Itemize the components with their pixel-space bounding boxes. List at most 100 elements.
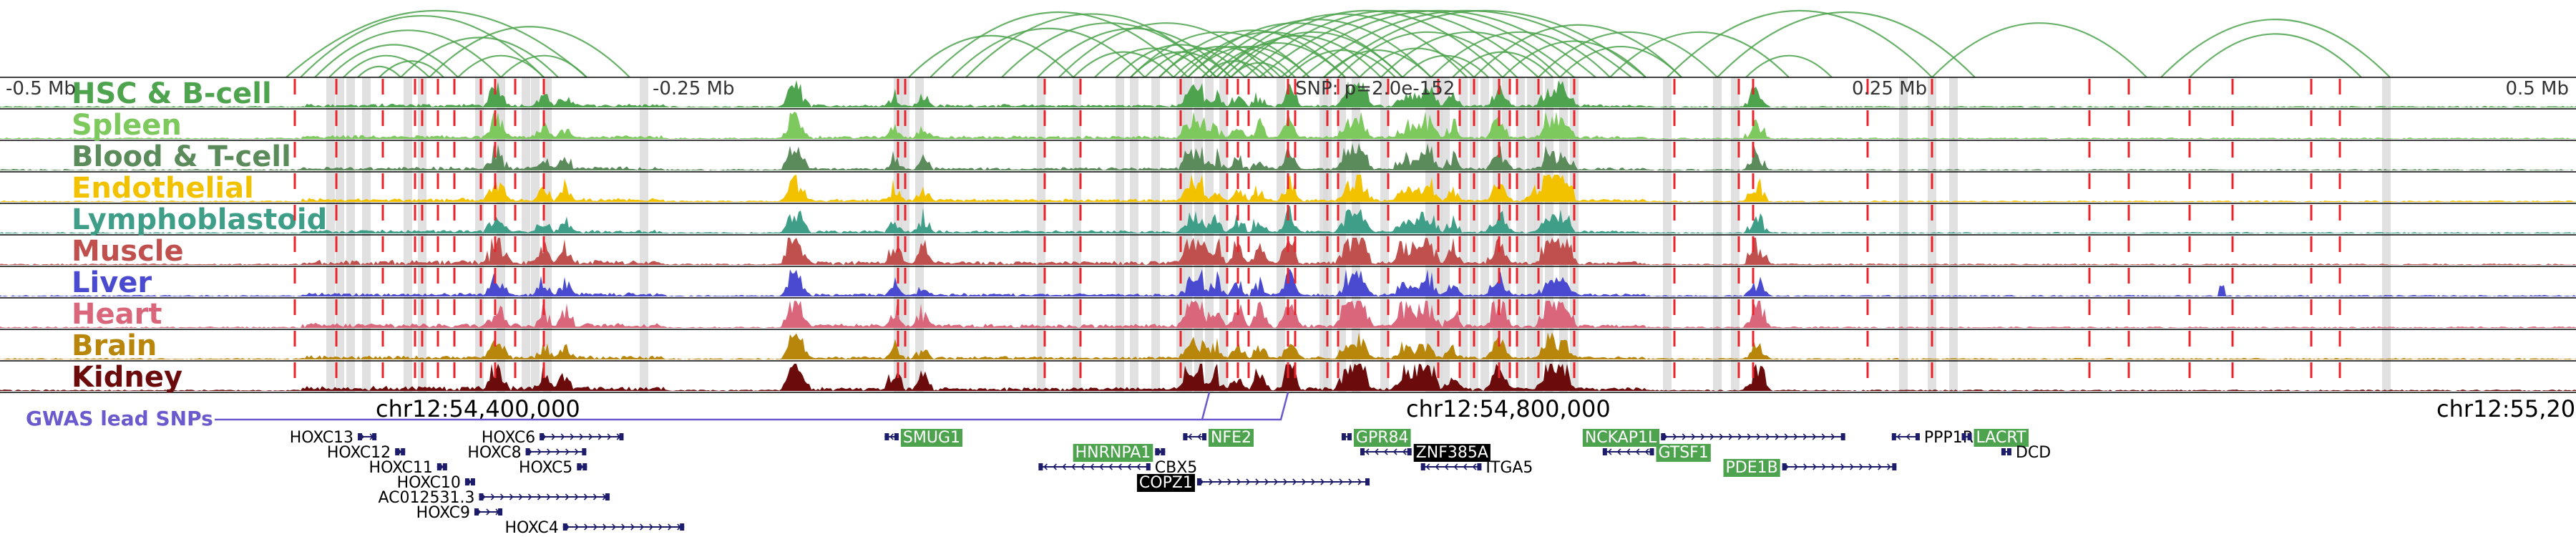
- gene-nckap1l: NCKAP1L: [1582, 429, 1845, 447]
- interaction-arc: [286, 9, 587, 78]
- gene-strand-chevron: [1320, 478, 1325, 485]
- gene-strand-chevron: [1463, 463, 1468, 470]
- interaction-arc: [1230, 62, 1289, 78]
- gene-exon: [577, 463, 582, 470]
- gene-label-box: [1136, 474, 1195, 492]
- track-label: Muscle: [72, 235, 184, 268]
- gene-strand-chevron: [1209, 478, 1214, 485]
- gene-strand-chevron: [597, 433, 602, 440]
- gene-strand-chevron: [565, 448, 570, 455]
- gene-strand-chevron: [1906, 433, 1911, 440]
- gene-itga5: ITGA5: [1420, 459, 1533, 477]
- interaction-arc: [1158, 29, 1346, 78]
- gene-strand-chevron: [607, 433, 612, 440]
- gene-exon: [2006, 448, 2011, 455]
- track-label: Spleen: [72, 109, 182, 142]
- interaction-arc: [357, 65, 401, 78]
- interaction-arc: [1402, 54, 1489, 78]
- gene-strand-chevron: [1339, 478, 1344, 485]
- gene-exon: [619, 433, 624, 440]
- gene-label: NCKAP1L: [1585, 429, 1657, 447]
- gene-strand-chevron: [1302, 478, 1307, 485]
- gene-strand-chevron: [1136, 463, 1141, 470]
- gene-strand-chevron: [1127, 463, 1131, 470]
- track-label: Brain: [72, 329, 157, 362]
- gene-exon: [442, 463, 447, 470]
- gene-strand-chevron: [592, 493, 597, 500]
- gene-strand-chevron: [1425, 463, 1430, 470]
- axis-label: 0.5 Mb: [2505, 78, 2569, 100]
- gene-label: HOXC10: [397, 474, 461, 492]
- gene-exon: [498, 508, 503, 516]
- gene-strand-chevron: [1330, 478, 1335, 485]
- gene-strand-chevron: [588, 433, 593, 440]
- interaction-arc: [1216, 34, 1382, 78]
- gene-exon: [2001, 448, 2006, 455]
- track-label: Endothelial: [72, 172, 254, 205]
- gene-strand-chevron: [1435, 463, 1440, 470]
- gene-label-box: [1582, 429, 1660, 447]
- gene-label-box: [1974, 429, 2029, 447]
- gene-strand-chevron: [1616, 448, 1621, 455]
- gene-exon: [1967, 433, 1972, 440]
- gene-strand-chevron: [1728, 433, 1733, 440]
- gene-label: GPR84: [1356, 429, 1409, 447]
- chromatin-interaction-arcs: [286, 9, 2391, 78]
- signal-area: [0, 332, 2576, 359]
- gene-exon: [1782, 463, 1787, 470]
- gene-strand-chevron: [547, 448, 551, 455]
- interaction-arc: [1201, 60, 1267, 78]
- gene-znf385a: ZNF385A: [1360, 444, 1491, 462]
- interaction-arc: [328, 44, 459, 78]
- axis-labels: -0.5 Mb -0.25 Mb SNP: p=2.0e-152 0.25 Mb 0.5…: [6, 78, 2569, 100]
- gene-strand-chevron: [630, 523, 635, 531]
- gene-strand-chevron: [509, 493, 514, 500]
- gene-strand-chevron: [1803, 463, 1807, 470]
- gwas-label: GWAS lead SNPs: [26, 407, 213, 430]
- gene-strand-chevron: [1090, 463, 1094, 470]
- interaction-arc: [1473, 24, 1682, 78]
- gene-exon: [1038, 463, 1043, 470]
- gene-label: COPZ1: [1139, 474, 1193, 492]
- gene-exon: [464, 478, 469, 485]
- interaction-arc: [2160, 19, 2391, 78]
- gene-strand-chevron: [1831, 463, 1835, 470]
- gene-strand-chevron: [490, 493, 495, 500]
- gene-label: HNRNPA1: [1075, 444, 1151, 462]
- gene-exon: [1407, 448, 1412, 455]
- gene-strand-chevron: [1607, 448, 1612, 455]
- gene-strand-chevron: [1227, 478, 1232, 485]
- interaction-arc: [1223, 31, 1403, 78]
- gene-exon: [358, 433, 363, 440]
- gene-label: NFE2: [1211, 429, 1252, 447]
- gene-strand-chevron: [1802, 433, 1807, 440]
- gene-exon: [540, 433, 545, 440]
- axis-label: -0.5 Mb: [6, 78, 76, 100]
- gene-hoxc9: HOXC9: [416, 504, 503, 522]
- gene-strand-chevron: [1644, 448, 1649, 455]
- gene-strand-chevron: [1682, 433, 1687, 440]
- gene-label: HOXC11: [369, 459, 433, 477]
- gene-label: DCD: [2016, 444, 2051, 462]
- interaction-arc: [951, 27, 1146, 78]
- gene-smug1: SMUG1: [884, 429, 963, 447]
- gene-strand-chevron: [1784, 433, 1789, 440]
- gene-strand-chevron: [1453, 463, 1458, 470]
- gene-label-box: [1413, 444, 1491, 462]
- gene-strand-chevron: [1255, 478, 1260, 485]
- gene-pde1b: PDE1B: [1723, 459, 1897, 477]
- gene-strand-chevron: [575, 448, 579, 455]
- interaction-arc: [1559, 46, 1682, 78]
- interaction-arc: [1116, 44, 1246, 78]
- track-label: Heart: [72, 298, 162, 331]
- gene-strand-chevron: [649, 523, 653, 531]
- gene-exon: [1347, 433, 1352, 440]
- gene-strand-chevron: [1348, 478, 1353, 485]
- gene-label: HOXC6: [482, 429, 535, 447]
- gene-exon: [1146, 463, 1151, 470]
- gene-exon: [1155, 448, 1160, 455]
- gene-strand-chevron: [1794, 463, 1798, 470]
- interaction-arc: [1287, 49, 1396, 78]
- gene-strand-chevron: [1868, 463, 1873, 470]
- interaction-arc: [1538, 31, 1718, 78]
